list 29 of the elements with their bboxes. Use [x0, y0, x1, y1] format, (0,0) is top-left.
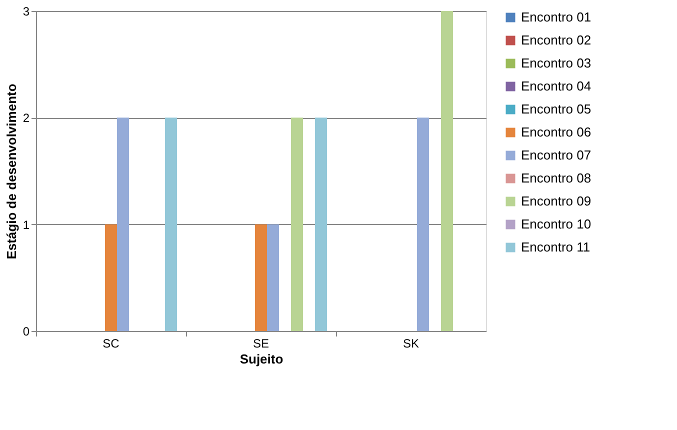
legend-label: Encontro 07 [521, 148, 592, 162]
y-tick-label: 3 [22, 4, 30, 18]
legend-label: Encontro 06 [521, 124, 592, 140]
bar [417, 118, 429, 331]
legend-label: Encontro 11 [521, 240, 590, 254]
bar [105, 224, 117, 331]
y-tick-label: 1 [22, 218, 30, 232]
x-axis-title: Sujeito [240, 352, 284, 366]
legend-label: Encontro 08 [521, 170, 592, 186]
bar [267, 224, 279, 331]
legend-label: Encontro 02 [521, 32, 592, 48]
bar [441, 11, 453, 331]
legend-label: Encontro 04 [521, 78, 592, 94]
x-tick-label: SK [402, 336, 420, 350]
y-axis-title: Estágio de desenvolvimento [4, 84, 19, 260]
bar [117, 118, 129, 331]
x-tick-label: SE [252, 336, 270, 350]
legend-label: Encontro 05 [521, 102, 592, 116]
legend-label: Encontro 09 [521, 194, 592, 208]
y-tick-label: 0 [22, 324, 30, 338]
x-tick-label: SC [102, 336, 120, 350]
bar [315, 118, 327, 331]
bar [255, 224, 267, 331]
legend-label: Encontro 03 [521, 56, 592, 70]
legend-label: Encontro 01 [521, 10, 592, 24]
bar [165, 118, 177, 331]
legend-label: Encontro 10 [521, 216, 592, 232]
y-tick-label: 2 [22, 111, 30, 126]
bar [291, 118, 303, 331]
